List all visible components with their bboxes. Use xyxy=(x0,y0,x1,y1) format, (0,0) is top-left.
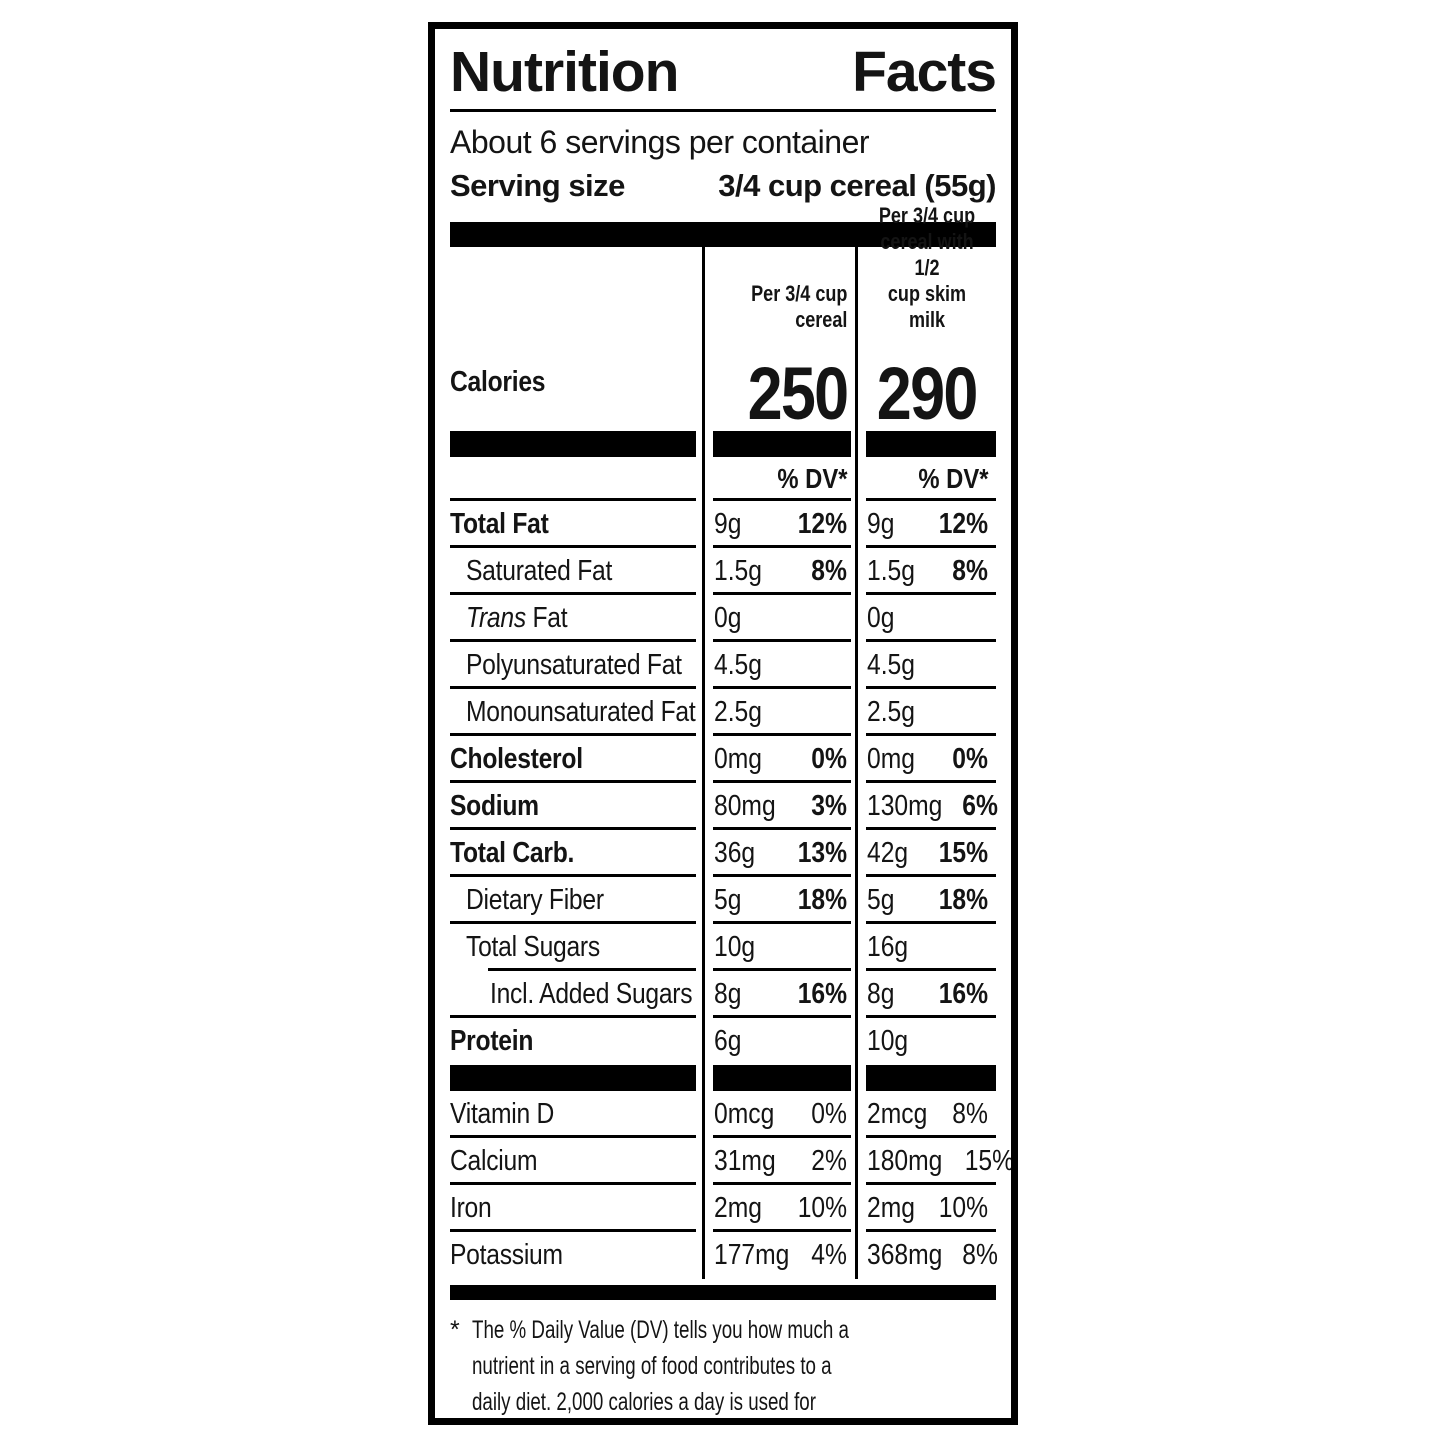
column-header-cereal: Per 3/4 cup cereal xyxy=(702,247,855,341)
nutrient-label: Monounsaturated Fat xyxy=(466,696,696,728)
nutrient-label: Calcium xyxy=(450,1145,538,1177)
footnote-separator-bar xyxy=(450,1285,996,1300)
nutrient-label: Protein xyxy=(450,1025,534,1057)
nutrition-table: Per 3/4 cup cereal Per 3/4 cup cereal wi… xyxy=(450,203,1011,1279)
row-saturated-fat: Saturated Fat 1.5g 8% 1.5g 8% xyxy=(450,548,996,595)
title-divider xyxy=(450,109,996,112)
row-potassium: Potassium 177mg 4% 368mg 8% xyxy=(450,1232,998,1279)
servings-per-container: About 6 servings per container xyxy=(450,124,870,160)
serving-size-value: 3/4 cup cereal (55g) xyxy=(718,168,996,203)
row-polyunsaturated-fat: Polyunsaturated Fat 4.5g 4.5g xyxy=(450,642,996,689)
row-monounsaturated-fat: Monounsaturated Fat 2.5g 2.5g xyxy=(450,689,996,736)
nutrient-label: Potassium xyxy=(450,1239,563,1271)
row-trans-fat: Trans Fat 0g 0g xyxy=(450,595,996,642)
nutrient-label: Saturated Fat xyxy=(466,555,613,587)
nutrient-label: Total Carb. xyxy=(450,837,575,869)
row-calcium: Calcium 31mg 2% 180mg 15% xyxy=(450,1138,1011,1185)
row-added-sugars: Incl. Added Sugars 8g 16% 8g 16% xyxy=(450,971,996,1018)
calories-label: Calories xyxy=(450,365,546,398)
daily-value-header-row: % DV* % DV* xyxy=(450,457,996,501)
row-cholesterol: Cholesterol 0mg 0% 0mg 0% xyxy=(450,736,996,783)
column-header-row: Per 3/4 cup cereal Per 3/4 cup cereal wi… xyxy=(450,203,996,341)
calories-value-cereal: 250 xyxy=(702,341,855,431)
nutrient-label: Sodium xyxy=(450,790,539,822)
label-title: Nutrition Facts xyxy=(450,40,997,104)
calories-row: Calories 250 290 xyxy=(450,341,996,431)
nutrient-label: Dietary Fiber xyxy=(466,884,604,916)
calories-value-with-milk: 290 xyxy=(855,341,996,431)
column-header-spacer xyxy=(450,247,702,341)
nutrient-label: Incl. Added Sugars xyxy=(490,978,693,1010)
nutrient-label: Vitamin D xyxy=(450,1098,555,1130)
daily-value-footnote: * The % Daily Value (DV) tells you how m… xyxy=(450,1312,996,1418)
top-separator-bar xyxy=(450,222,996,247)
row-total-carb: Total Carb. 36g 13% 42g 15% xyxy=(450,830,996,877)
dv-header-with-milk: % DV* xyxy=(855,457,996,501)
nutrient-label: Polyunsaturated Fat xyxy=(466,649,682,681)
footnote-text: The % Daily Value (DV) tells you how muc… xyxy=(472,1316,849,1416)
row-dietary-fiber: Dietary Fiber 5g 18% 5g 18% xyxy=(450,877,996,924)
nutrient-label: Total Sugars xyxy=(466,931,600,963)
row-total-sugars: Total Sugars 10g 16g xyxy=(450,924,996,971)
calories-label-cell: Calories xyxy=(450,341,702,431)
serving-size-row: Serving size 3/4 cup cereal (55g) xyxy=(450,164,996,208)
row-protein: Protein 6g 10g xyxy=(450,1018,996,1065)
nutrition-facts-label: Nutrition Facts About 6 servings per con… xyxy=(428,22,1018,1425)
footnote-asterisk: * xyxy=(450,1316,460,1344)
row-sodium: Sodium 80mg 3% 130mg 6% xyxy=(450,783,998,830)
nutrient-label: Total Fat xyxy=(450,508,549,540)
dv-header-cereal: % DV* xyxy=(702,457,855,501)
serving-size-label: Serving size xyxy=(450,168,625,203)
column-header-cereal-with-milk: Per 3/4 cup cereal with 1/2 cup skim mil… xyxy=(855,203,996,341)
nutrient-label: Cholesterol xyxy=(450,743,583,775)
row-iron: Iron 2mg 10% 2mg 10% xyxy=(450,1185,996,1232)
row-total-fat: Total Fat 9g 12% 9g 12% xyxy=(450,501,996,548)
row-vitamin-d: Vitamin D 0mcg 0% 2mcg 8% xyxy=(450,1091,996,1138)
micronutrient-separator-bars xyxy=(450,1065,996,1091)
nutrient-label: Trans Fat xyxy=(466,602,568,634)
nutrient-label: Iron xyxy=(450,1192,492,1224)
calories-underline-bars xyxy=(450,431,996,457)
